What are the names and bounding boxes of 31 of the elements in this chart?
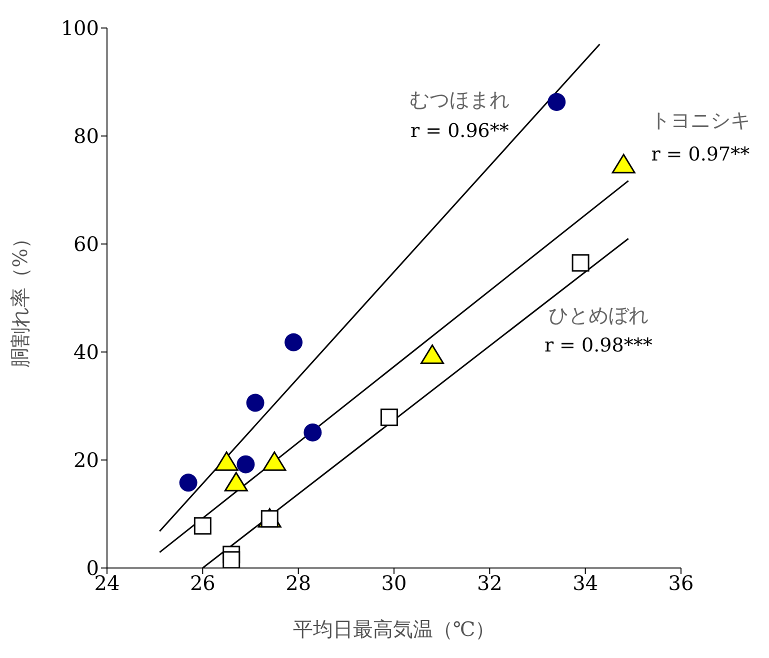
y-axis-title: 胴割れ率（%） — [8, 228, 32, 368]
x-tick-label: 30 — [381, 571, 407, 596]
point — [304, 423, 322, 442]
x-tick-label: 26 — [190, 571, 216, 596]
point — [262, 451, 286, 471]
annotation: r = 0.97** — [651, 144, 750, 166]
x-tick-label: 36 — [668, 571, 694, 596]
y-tick-label: 40 — [74, 340, 99, 364]
point — [236, 455, 255, 474]
point — [179, 474, 198, 492]
x-tick-label: 32 — [476, 571, 502, 596]
series-label: むつほまれ — [410, 87, 510, 112]
y-tick-label: 20 — [74, 448, 99, 472]
point — [246, 394, 264, 412]
x-tick-label: 34 — [572, 571, 598, 596]
series-label: トヨニシキ — [650, 108, 750, 132]
x-tick-label: 28 — [286, 571, 312, 596]
point — [420, 344, 444, 364]
y-tick-label: 80 — [74, 124, 99, 148]
annotation: r = 0.96** — [410, 120, 510, 142]
point — [612, 154, 636, 174]
point — [224, 472, 248, 492]
annotation: r = 0.98*** — [544, 334, 653, 357]
point — [214, 451, 238, 471]
text: ひとめぼれ — [548, 302, 648, 327]
point — [222, 551, 240, 568]
y-tick-label: 100 — [60, 16, 99, 40]
point — [548, 92, 566, 111]
y-tick-label: 60 — [74, 232, 99, 256]
x-axis-title: 平均日最高気温（℃） — [292, 617, 496, 641]
point — [284, 333, 303, 352]
